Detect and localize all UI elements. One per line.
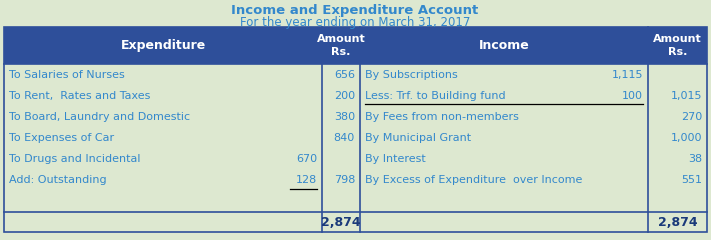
Text: By Fees from non-members: By Fees from non-members <box>365 112 519 122</box>
Bar <box>4 27 707 64</box>
Text: To Board, Laundry and Domestic: To Board, Laundry and Domestic <box>9 112 190 122</box>
Text: Add: Outstanding: Add: Outstanding <box>9 175 107 185</box>
Text: Expenditure: Expenditure <box>120 39 205 52</box>
Text: By Municipal Grant: By Municipal Grant <box>365 133 471 143</box>
Text: Less: Trf. to Building fund: Less: Trf. to Building fund <box>365 91 506 101</box>
Text: To Drugs and Incidental: To Drugs and Incidental <box>9 154 141 164</box>
Text: 656: 656 <box>334 70 355 80</box>
Text: To Rent,  Rates and Taxes: To Rent, Rates and Taxes <box>9 91 150 101</box>
Text: 670: 670 <box>296 154 317 164</box>
Text: 100: 100 <box>622 91 643 101</box>
Text: 1,115: 1,115 <box>611 70 643 80</box>
Text: Income and Expenditure Account: Income and Expenditure Account <box>231 4 479 17</box>
Text: 551: 551 <box>681 175 702 185</box>
Text: Amount
Rs.: Amount Rs. <box>316 34 365 57</box>
Text: By Subscriptions: By Subscriptions <box>365 70 458 80</box>
Text: By Interest: By Interest <box>365 154 426 164</box>
Text: 1,000: 1,000 <box>670 133 702 143</box>
Text: To Expenses of Car: To Expenses of Car <box>9 133 114 143</box>
Text: 1,015: 1,015 <box>670 91 702 101</box>
Text: 380: 380 <box>334 112 355 122</box>
Text: 38: 38 <box>688 154 702 164</box>
Text: 840: 840 <box>333 133 355 143</box>
Bar <box>4 27 707 232</box>
Text: Income: Income <box>479 39 530 52</box>
Text: 2,874: 2,874 <box>658 216 697 228</box>
Text: To Salaries of Nurses: To Salaries of Nurses <box>9 70 124 80</box>
Text: For the year ending on March 31, 2017: For the year ending on March 31, 2017 <box>240 16 470 29</box>
Text: By Excess of Expenditure  over Income: By Excess of Expenditure over Income <box>365 175 582 185</box>
Text: 270: 270 <box>680 112 702 122</box>
Text: 128: 128 <box>296 175 317 185</box>
Text: Amount
Rs.: Amount Rs. <box>653 34 702 57</box>
Text: 2,874: 2,874 <box>321 216 360 228</box>
Text: 798: 798 <box>333 175 355 185</box>
Text: 200: 200 <box>334 91 355 101</box>
